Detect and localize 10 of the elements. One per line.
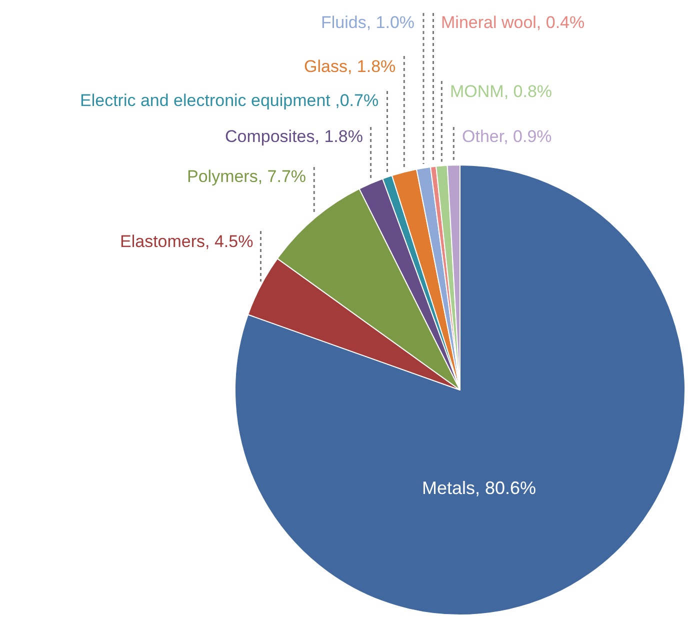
slice-label: Fluids, 1.0%	[321, 13, 415, 32]
slice-label: Composites, 1.8%	[225, 127, 363, 146]
slice-label: Metals, 80.6%	[422, 478, 536, 498]
slice-label: Elastomers, 4.5%	[120, 232, 254, 251]
slice-label: Polymers, 7.7%	[187, 167, 306, 186]
slice-label: Mineral wool, 0.4%	[441, 13, 585, 32]
slice-label: Electric and electronic equipment ,0.7%	[80, 91, 379, 110]
slice-label: Other, 0.9%	[462, 127, 552, 146]
slice-label: MONM, 0.8%	[450, 82, 552, 101]
slice-label: Glass, 1.8%	[304, 57, 396, 76]
